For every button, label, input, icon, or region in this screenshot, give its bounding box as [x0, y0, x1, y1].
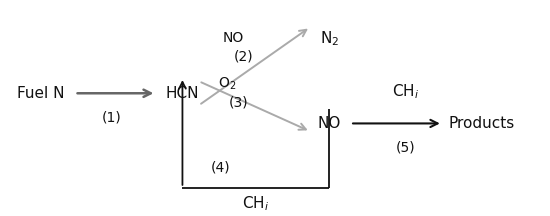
Text: (2): (2)	[234, 49, 254, 63]
Text: CH$_i$: CH$_i$	[392, 82, 419, 101]
Text: N$_2$: N$_2$	[320, 30, 339, 48]
Text: HCN: HCN	[166, 86, 199, 101]
Text: Fuel N: Fuel N	[17, 86, 65, 101]
Text: Products: Products	[449, 116, 515, 131]
Text: CH$_i$: CH$_i$	[243, 195, 270, 213]
Text: (4): (4)	[211, 161, 230, 175]
Text: (3): (3)	[228, 95, 248, 109]
Text: NO: NO	[222, 31, 244, 45]
Text: (5): (5)	[396, 141, 415, 155]
Text: O$_2$: O$_2$	[218, 76, 236, 92]
Text: NO: NO	[318, 116, 341, 131]
Text: (1): (1)	[102, 110, 122, 124]
